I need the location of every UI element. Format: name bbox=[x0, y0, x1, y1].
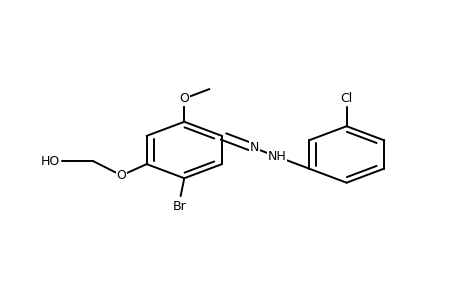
Text: Cl: Cl bbox=[340, 92, 352, 105]
Text: NH: NH bbox=[267, 150, 285, 163]
Text: N: N bbox=[249, 142, 258, 154]
Text: O: O bbox=[179, 92, 189, 105]
Text: HO: HO bbox=[40, 154, 60, 168]
Text: Br: Br bbox=[173, 200, 186, 213]
Text: O: O bbox=[116, 169, 126, 182]
